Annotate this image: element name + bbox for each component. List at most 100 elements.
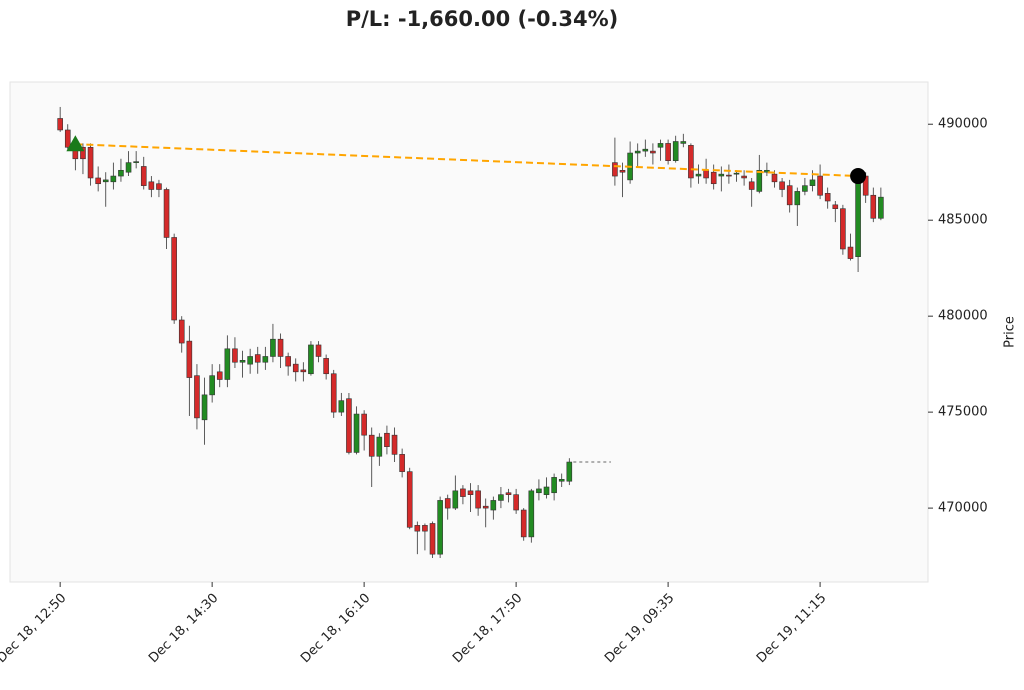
x-tick-label: Dec 18, 14:30 [146, 591, 221, 666]
candle-body [566, 461, 573, 482]
candle-body [748, 181, 755, 190]
candle-body [156, 183, 162, 190]
candle-body [665, 143, 671, 161]
candle-body [520, 509, 527, 538]
candle-body [855, 175, 861, 257]
candle-body [148, 181, 155, 190]
candle-body [384, 432, 390, 447]
candle-body [475, 490, 481, 509]
candle-body [467, 490, 474, 495]
candle-body [802, 185, 808, 192]
candle-body [733, 172, 740, 175]
candle-body [308, 344, 314, 375]
candle-body [186, 340, 193, 378]
candle-body [87, 146, 94, 179]
candle-body [163, 189, 170, 238]
candle-body [460, 488, 466, 497]
candle-body [178, 319, 185, 344]
candle-body [414, 525, 421, 532]
candle-body [452, 490, 459, 509]
candle-body [710, 171, 717, 185]
candle-body [657, 143, 664, 148]
candle-body [612, 162, 618, 177]
candle-body [64, 129, 71, 148]
candle-body [361, 413, 367, 436]
candle-body [482, 505, 489, 509]
chart-title: P/L: -1,660.00 (-0.34%) [346, 7, 619, 31]
candle-body [376, 436, 383, 457]
candle-body [680, 141, 687, 144]
candle-body [490, 500, 497, 511]
candle-body [536, 488, 542, 494]
candle-body [133, 161, 139, 163]
candle-body [399, 454, 405, 472]
candle-body [817, 175, 823, 196]
candle-body [543, 486, 550, 495]
candle-body [824, 193, 831, 202]
candle-body [57, 118, 63, 131]
candle-body [444, 498, 451, 509]
x-tick-label: Dec 18, 12:50 [0, 591, 69, 666]
candle-body [80, 146, 86, 160]
candle-body [346, 398, 352, 453]
candle-body [110, 175, 117, 183]
candle-body [239, 360, 246, 363]
y-tick-label: 470000 [938, 501, 988, 516]
candle-body [619, 169, 626, 173]
candle-body [277, 338, 284, 357]
x-tick-label: Dec 19, 11:15 [754, 591, 829, 666]
candle-body [171, 237, 177, 321]
candle-body [437, 500, 443, 555]
candle-body [232, 348, 238, 363]
candle-body [118, 169, 124, 177]
x-tick-label: Dec 19, 09:35 [602, 591, 677, 666]
candle-body [558, 479, 565, 482]
candle-body [406, 471, 413, 528]
candle-body [292, 363, 299, 373]
candle-body [672, 141, 679, 161]
y-tick-label: 480000 [938, 309, 988, 324]
candle-body [726, 174, 732, 177]
candle-body [95, 177, 101, 185]
candle-body [201, 394, 208, 421]
candle-body [809, 179, 816, 186]
exit-marker [850, 168, 867, 185]
candle-body [756, 169, 763, 192]
candle-body [254, 354, 261, 363]
candle-body [764, 169, 770, 173]
candle-body [216, 371, 223, 380]
candle-body [870, 194, 877, 219]
candle-body [330, 373, 337, 413]
candle-body [262, 356, 269, 363]
candle-body [498, 494, 504, 501]
plot-area [9, 81, 929, 583]
candle-body [102, 179, 109, 183]
x-tick-label: Dec 18, 17:50 [450, 591, 525, 666]
candle-body [642, 148, 649, 152]
candle-body [353, 413, 360, 453]
candle-body [391, 434, 398, 455]
candle-body [634, 150, 641, 154]
entry-marker [66, 135, 85, 152]
y-tick-label: 475000 [938, 405, 988, 420]
candle-body [878, 196, 884, 219]
candle-body [422, 525, 428, 532]
candle-body [794, 191, 801, 206]
candle-body [703, 169, 709, 179]
y-tick-label: 485000 [938, 213, 988, 228]
candle-body [650, 150, 656, 154]
candle-body [528, 490, 535, 538]
candle-body [315, 344, 322, 357]
candle-body [847, 246, 854, 259]
candle-body [224, 348, 231, 380]
candle-body [513, 494, 519, 511]
candle-body [718, 173, 725, 177]
candle-body [194, 375, 200, 419]
candle-body [140, 166, 147, 186]
x-tick-label: Dec 18, 16:10 [298, 591, 373, 666]
y-axis-label: Price [1003, 316, 1018, 348]
candle-body [840, 208, 846, 250]
candle-body [209, 375, 215, 396]
candle-body [771, 173, 778, 183]
